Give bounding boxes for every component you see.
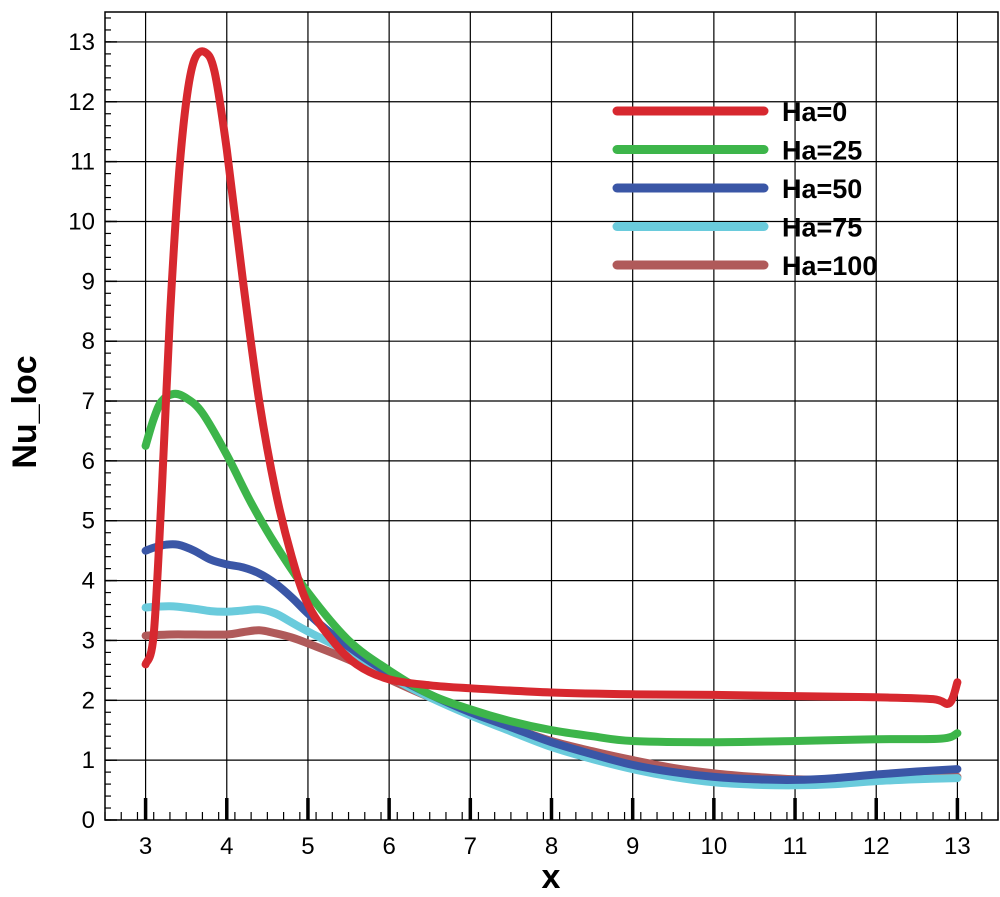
- y-tick-label: 3: [82, 627, 95, 654]
- legend-label-ha-50: Ha=50: [782, 174, 862, 204]
- x-tick-labels: 3 4 5 6 7 8 9 10 11 12 13: [139, 833, 971, 860]
- y-tick-label: 10: [68, 208, 95, 235]
- y-tick-label: 7: [82, 388, 95, 415]
- y-tick-label: 2: [82, 687, 95, 714]
- y-tick-label: 8: [82, 328, 95, 355]
- y-tick-label: 0: [82, 807, 95, 834]
- y-tick-label: 4: [82, 568, 95, 595]
- x-tick-label: 12: [863, 833, 890, 860]
- x-tick-label: 13: [944, 833, 971, 860]
- major-ticks: [105, 41, 960, 821]
- x-tick-label: 11: [783, 833, 808, 860]
- x-axis-title: x: [542, 858, 561, 896]
- y-tick-label: 11: [70, 149, 95, 176]
- legend-label-ha-100: Ha=100: [782, 251, 877, 281]
- y-axis-title: Nu_loc: [6, 355, 44, 468]
- legend: Ha=0 Ha=25 Ha=50 Ha=75 Ha=100: [612, 97, 877, 281]
- series-line-ha-0: [141, 47, 962, 708]
- y-tick-label: 12: [68, 89, 95, 116]
- plot-frame: [104, 11, 999, 821]
- y-tick-label: 9: [82, 268, 95, 295]
- x-tick-label: 7: [464, 833, 477, 860]
- legend-label-ha-25: Ha=25: [782, 136, 862, 166]
- x-tick-label: 8: [545, 833, 558, 860]
- x-tick-label: 9: [626, 833, 639, 860]
- x-tick-label: 5: [301, 833, 314, 860]
- legend-label-ha-75: Ha=75: [782, 213, 862, 243]
- y-tick-label: 5: [82, 508, 95, 535]
- x-tick-label: 10: [701, 833, 728, 860]
- y-tick-label: 1: [82, 747, 95, 774]
- x-tick-label: 6: [382, 833, 395, 860]
- series-lines: [141, 47, 962, 790]
- x-tick-label: 3: [139, 833, 152, 860]
- y-tick-label: 13: [68, 29, 95, 56]
- x-tick-label: 4: [220, 833, 233, 860]
- y-tick-label: 6: [82, 448, 95, 475]
- legend-label-ha-0: Ha=0: [782, 97, 847, 127]
